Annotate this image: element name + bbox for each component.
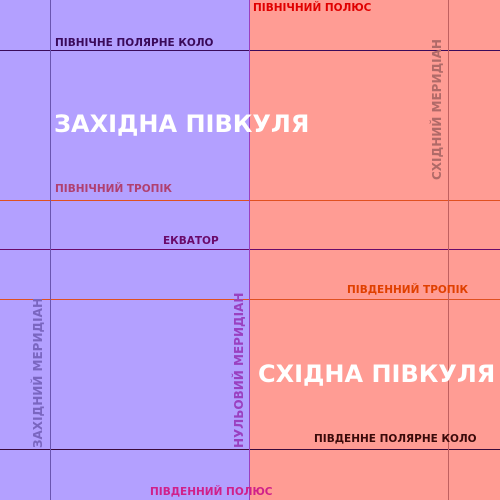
arctic-circle-line [0, 50, 500, 51]
prime-meridian-label: НУЛЬОВИЙ МЕРИДІАН [232, 292, 246, 448]
western-meridian-line [50, 0, 51, 500]
tropic-of-capricorn-line [0, 299, 500, 300]
tropic-of-cancer-label: ПІВНІЧНИЙ ТРОПІК [55, 183, 172, 195]
western-hemisphere-area [0, 0, 250, 500]
prime-meridian-line [249, 0, 250, 500]
arctic-circle-label: ПІВНІЧНЕ ПОЛЯРНЕ КОЛО [55, 37, 214, 49]
western-hemisphere-label: ЗАХІДНА ПІВКУЛЯ [54, 110, 310, 138]
equator-line [0, 249, 500, 250]
eastern-hemisphere-label: СХІДНА ПІВКУЛЯ [258, 360, 496, 388]
tropic-of-cancer-line [0, 200, 500, 201]
equator-label: ЕКВАТОР [163, 235, 219, 247]
eastern-meridian-line [448, 0, 449, 500]
eastern-meridian-label: СХІДНИЙ МЕРИДІАН [430, 39, 444, 180]
tropic-of-capricorn-label: ПІВДЕННИЙ ТРОПІК [347, 284, 469, 296]
south-pole-label: ПІВДЕННИЙ ПОЛЮС [150, 486, 273, 498]
eastern-hemisphere-area [250, 0, 500, 500]
antarctic-circle-line [0, 449, 500, 450]
antarctic-circle-label: ПІВДЕННЕ ПОЛЯРНЕ КОЛО [314, 433, 477, 445]
north-pole-label: ПІВНІЧНИЙ ПОЛЮС [253, 2, 372, 14]
western-meridian-label: ЗАХІДНИЙ МЕРИДІАН [31, 298, 45, 448]
